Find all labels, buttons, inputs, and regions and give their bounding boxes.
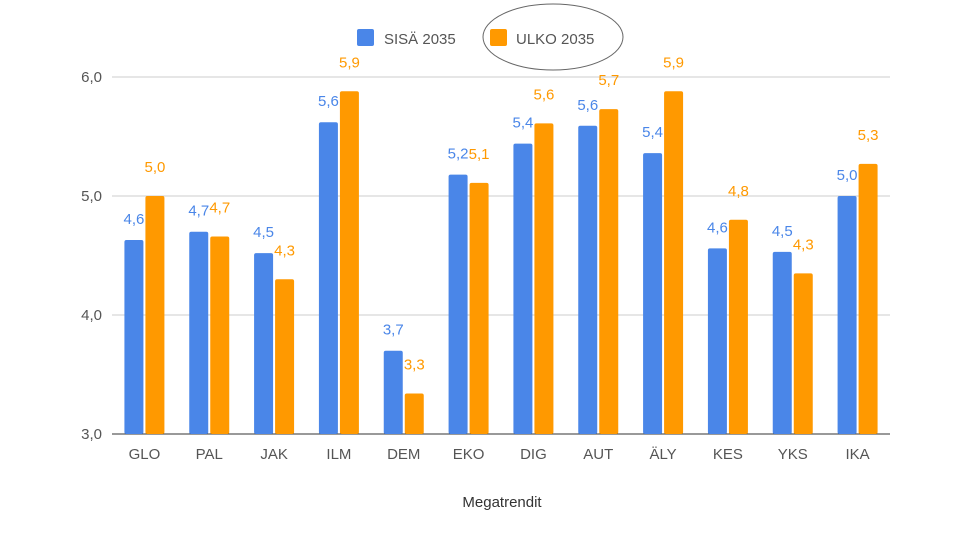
bar-sisa[interactable] (318, 122, 338, 434)
x-tick-label: YKS (778, 446, 808, 463)
data-label-sisa: 5,0 (837, 167, 858, 184)
data-label-ulko: 4,8 (728, 183, 749, 200)
bar-sisa[interactable] (837, 196, 857, 434)
bar-ulko[interactable] (793, 273, 813, 434)
bar-sisa[interactable] (513, 143, 533, 434)
x-tick-label: PAL (196, 446, 223, 463)
legend-swatch-ulko (490, 29, 507, 46)
data-label-sisa: 5,2 (448, 146, 469, 163)
bars (124, 91, 878, 434)
data-label-sisa: 4,6 (707, 219, 728, 236)
y-axis-ticks: 3,0 4,0 5,0 6,0 (81, 69, 102, 443)
data-label-sisa: 4,5 (253, 224, 274, 241)
bar-sisa[interactable] (124, 240, 144, 434)
legend-swatch-sisa (357, 29, 374, 46)
bar-ulko[interactable] (469, 182, 489, 434)
data-labels: 4,65,04,7 4,74,54,35,65,93,73,35,2 5,15,45… (123, 54, 878, 373)
y-tick-label: 3,0 (81, 426, 102, 443)
data-label-ulko: 5,6 (533, 86, 554, 103)
data-label-sisa: 5,6 (577, 97, 598, 114)
y-tick-label: 4,0 (81, 307, 102, 324)
data-label-ulko: 4,7 (209, 199, 230, 216)
legend-item-sisa[interactable]: SISÄ 2035 (357, 29, 456, 48)
data-label-ulko: 5,7 (598, 72, 619, 89)
x-tick-label: JAK (260, 446, 288, 463)
x-tick-label: AUT (583, 446, 613, 463)
data-label-ulko: 4,3 (274, 242, 295, 259)
legend-label-sisa: SISÄ 2035 (384, 31, 456, 48)
legend-highlight-circle (482, 3, 624, 71)
x-tick-label: ÄLY (649, 446, 676, 463)
data-label-ulko: 5,3 (858, 127, 879, 144)
data-label-ulko: 3,3 (404, 357, 425, 374)
bar-sisa[interactable] (254, 253, 274, 434)
x-tick-label: DIG (520, 446, 547, 463)
data-label-ulko: 4,3 (793, 236, 814, 253)
data-label-sisa: 4,6 (123, 211, 144, 228)
bar-sisa[interactable] (383, 350, 403, 434)
bar-ulko[interactable] (534, 123, 554, 434)
bar-ulko[interactable] (664, 91, 684, 434)
x-tick-label: DEM (387, 446, 420, 463)
bar-sisa[interactable] (578, 125, 598, 434)
legend-item-ulko[interactable]: ULKO 2035 (490, 29, 594, 48)
y-tick-label: 6,0 (81, 69, 102, 86)
legend-label-ulko: ULKO 2035 (516, 31, 594, 48)
x-axis-title: Megatrendit (462, 494, 542, 511)
bar-ulko[interactable] (599, 109, 619, 434)
y-tick-label: 5,0 (81, 188, 102, 205)
legend[interactable]: SISÄ 2035 ULKO 2035 (357, 3, 624, 71)
x-tick-label: KES (713, 446, 743, 463)
data-label-sisa: 5,4 (642, 124, 663, 141)
bar-ulko[interactable] (210, 236, 230, 434)
bar-ulko[interactable] (728, 219, 748, 434)
bar-ulko[interactable] (858, 163, 878, 434)
data-label-ulko: 5,9 (339, 54, 360, 71)
bar-ulko[interactable] (404, 393, 424, 434)
x-tick-label: IKA (845, 446, 869, 463)
gridlines (112, 76, 890, 435)
x-tick-label: GLO (129, 446, 161, 463)
x-tick-label: EKO (453, 446, 485, 463)
data-label-sisa: 4,5 (772, 223, 793, 240)
x-tick-label: ILM (326, 446, 351, 463)
data-label-sisa: 3,7 (383, 322, 404, 339)
data-label-ulko: 5,9 (663, 54, 684, 71)
bar-sisa[interactable] (189, 231, 209, 434)
bar-ulko[interactable] (275, 279, 295, 434)
bar-ulko[interactable] (145, 196, 165, 434)
bar-ulko[interactable] (339, 91, 359, 434)
data-label-ulko: 5,1 (469, 146, 490, 163)
bar-sisa[interactable] (643, 153, 663, 434)
data-label-ulko: 5,0 (144, 159, 165, 176)
bar-sisa[interactable] (707, 248, 727, 434)
data-label-sisa: 4,7 (188, 203, 209, 220)
x-axis-categories: GLO PAL JAK ILM DEM EKO DIG AUT ÄLY KES YKS IKA (129, 446, 870, 463)
bar-sisa[interactable] (448, 174, 468, 434)
data-label-sisa: 5,6 (318, 93, 339, 110)
bar-sisa[interactable] (772, 251, 792, 434)
data-label-sisa: 5,4 (512, 115, 533, 132)
